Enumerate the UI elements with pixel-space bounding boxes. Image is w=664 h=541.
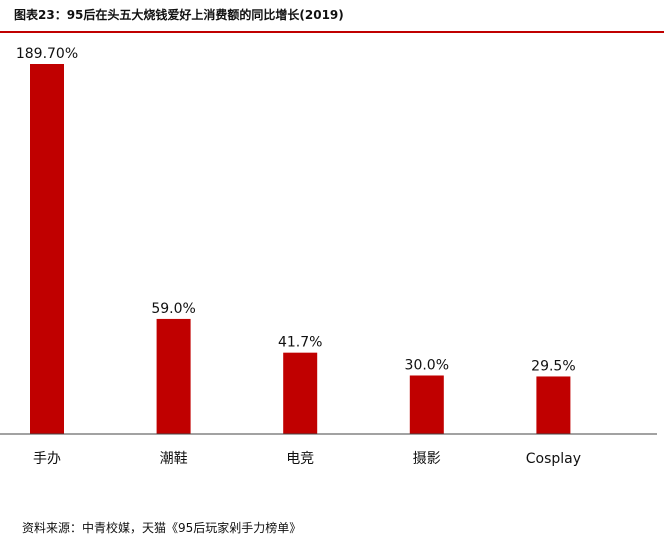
bar-2 <box>156 318 191 434</box>
bar-3 <box>283 352 318 434</box>
data-label-2: 59.0% <box>151 301 195 317</box>
title-divider <box>0 31 664 33</box>
data-label-1: 189.70% <box>16 46 78 62</box>
source-note: 资料来源：中青校媒，天猫《95后玩家剁手力榜单》 <box>22 521 302 535</box>
chart-title: 图表23：95后在头五大烧钱爱好上消费额的同比增长(2019) <box>14 8 344 22</box>
labels-layer: 189.70% 手办 59.0% 潮鞋 41.7% 电竞 30.0% 摄影 29.5% Cospl… <box>16 46 581 467</box>
bars-layer <box>30 64 571 434</box>
category-label-4: 摄影 <box>413 451 441 467</box>
data-label-3: 41.7% <box>278 335 322 351</box>
category-label-5: Cosplay <box>526 451 581 467</box>
category-label-2: 潮鞋 <box>160 451 188 467</box>
data-label-5: 29.5% <box>531 358 575 374</box>
category-label-1: 手办 <box>33 451 61 467</box>
bar-4 <box>409 375 444 434</box>
data-label-4: 30.0% <box>405 357 449 373</box>
bar-5 <box>536 376 571 434</box>
bar-1 <box>30 64 64 434</box>
category-label-3: 电竞 <box>286 450 314 467</box>
